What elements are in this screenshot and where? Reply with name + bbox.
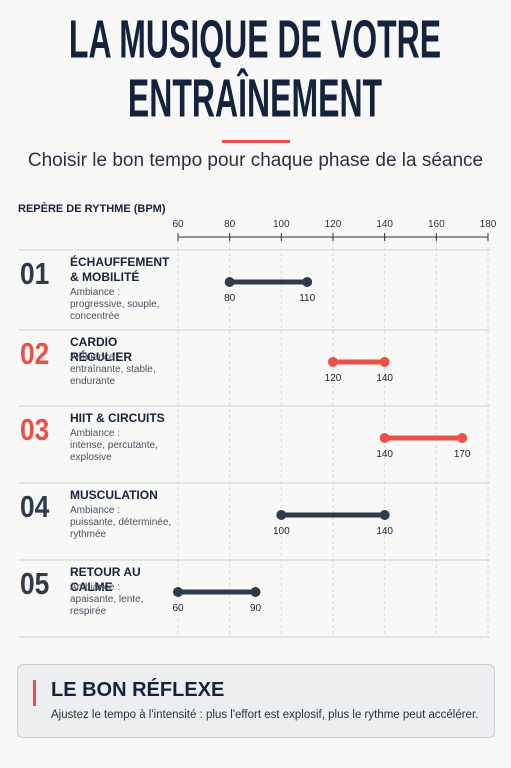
phase-number: 04: [20, 489, 50, 524]
value-label: 140: [376, 449, 393, 460]
mood-text: progressive, souple, concentrée: [70, 299, 160, 322]
value-label: 110: [299, 293, 315, 304]
chart: 60 80 100 120 140 160 180 80 110 120 140 140 170 100 1…: [18, 219, 497, 638]
x-tick-label: 180: [480, 219, 497, 230]
range-start: [379, 433, 390, 443]
tip-text: Ajustez le tempo à l'intensité : plus l'…: [51, 709, 479, 721]
phase-name: MUSCULATION: [70, 488, 158, 502]
title-rule: [222, 140, 290, 143]
mood-text: apaisante, lente, respirée: [70, 594, 144, 617]
mood-label: Ambiance :: [70, 352, 121, 363]
value-label: 140: [376, 526, 393, 537]
range-start: [276, 510, 287, 520]
phase-number: 05: [20, 566, 50, 601]
phase-name: RETOUR AU CALME: [70, 565, 141, 594]
value-label: 80: [224, 293, 236, 304]
phase-name: CARDIO RÉGULIER: [70, 335, 133, 364]
phase-number: 03: [20, 412, 50, 447]
range-start: [224, 277, 235, 287]
range-end: [250, 587, 261, 597]
phase-name: ÉCHAUFFEMENT & MOBILITÉ: [70, 255, 170, 284]
axis-label: REPÈRE DE RYTHME (BPM): [18, 203, 166, 215]
title: LA MUSIQUE DE VOTRE ENTRAÎNEMENT: [68, 10, 442, 129]
mood-label: Ambiance :: [70, 428, 121, 439]
mood-text: puissante, déterminée, rythmée: [70, 517, 172, 540]
value-label: 140: [376, 373, 393, 384]
value-label: 100: [273, 526, 290, 537]
phase-number: 01: [20, 256, 50, 291]
value-label: 90: [250, 603, 262, 614]
phase-number: 02: [20, 336, 50, 371]
value-label: 60: [172, 603, 184, 614]
tip-box: LE BON RÉFLEXE Ajustez le tempo à l'inte…: [17, 664, 495, 738]
x-tick-label: 120: [325, 219, 342, 230]
mood-text: intense, percutante, explosive: [70, 440, 158, 463]
subtitle: Choisir le bon tempo pour chaque phase d…: [27, 150, 484, 171]
x-tick-label: 140: [376, 219, 393, 230]
range-start: [328, 357, 338, 367]
range-start: [173, 587, 183, 597]
tip-title: LE BON RÉFLEXE: [51, 679, 225, 701]
range-end: [379, 357, 390, 367]
value-label: 120: [325, 373, 342, 384]
range-end: [379, 510, 390, 520]
mood-label: Ambiance :: [70, 287, 121, 298]
x-tick-label: 100: [273, 219, 290, 230]
tip-accent: [33, 680, 36, 706]
value-label: 170: [454, 449, 471, 460]
x-tick-label: 160: [428, 219, 445, 230]
range-end: [302, 277, 313, 287]
x-tick-label: 80: [224, 219, 236, 230]
range-end: [457, 433, 468, 443]
mood-text: entraînante, stable, endurante: [70, 364, 156, 387]
phase-name: HIIT & CIRCUITS: [70, 411, 165, 425]
mood-label: Ambiance :: [70, 582, 121, 593]
mood-label: Ambiance :: [70, 505, 121, 516]
x-tick-label: 60: [172, 219, 184, 230]
